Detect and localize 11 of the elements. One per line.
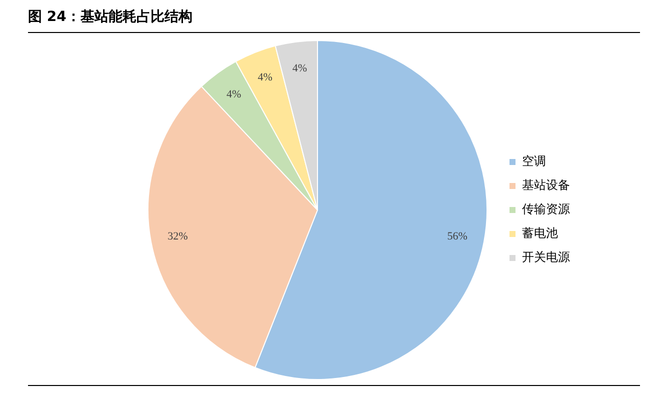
legend-label: 空调 <box>522 154 546 168</box>
data-label: 4% <box>292 62 307 75</box>
chart-title: 图 24：基站能耗占比结构 <box>28 8 192 26</box>
legend-label: 开关电源 <box>522 250 570 264</box>
data-label: 4% <box>258 72 272 84</box>
data-label: 32% <box>168 230 188 243</box>
legend-label: 基站设备 <box>522 178 570 192</box>
legend-label: 传输资源 <box>522 202 570 216</box>
data-label: 4% <box>226 88 242 101</box>
legend-label: 蓄电池 <box>522 226 558 240</box>
data-label: 56% <box>447 230 468 243</box>
